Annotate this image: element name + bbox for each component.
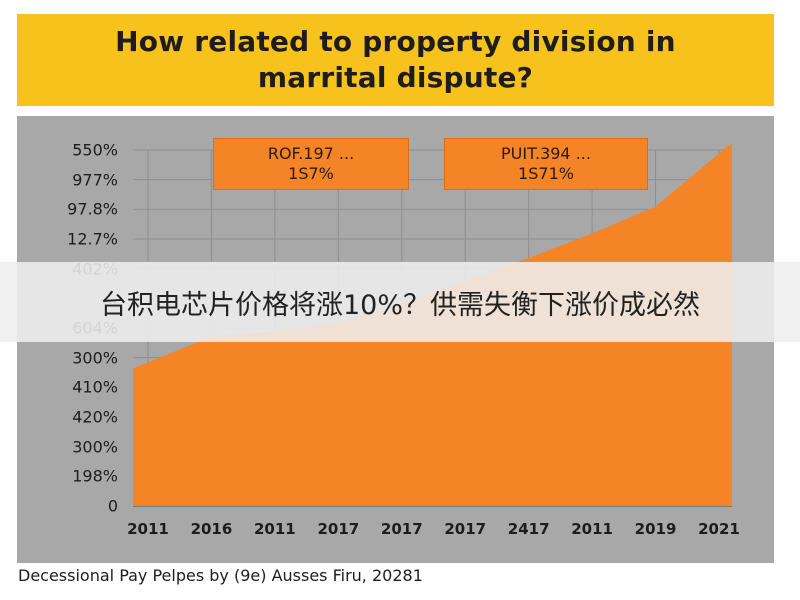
y-tick-label: 977% bbox=[72, 170, 118, 190]
y-tick-label: 300% bbox=[72, 437, 118, 457]
y-tick-label: 550% bbox=[72, 140, 118, 160]
y-tick-label: 420% bbox=[72, 407, 118, 427]
annotation-2-line-1: PUIT.394 ... bbox=[501, 144, 591, 163]
y-tick-label: 410% bbox=[72, 377, 118, 397]
annotation-1-line-1: ROF.197 ... bbox=[267, 144, 355, 163]
y-tick-label: 0 bbox=[107, 496, 118, 516]
x-tick-label: 2021 bbox=[698, 520, 740, 538]
x-tick-label: 2017 bbox=[317, 520, 360, 538]
annotation-box-2: PUIT.394 ... 1S71% bbox=[444, 138, 648, 190]
title-banner: How related to property division in marr… bbox=[17, 14, 774, 106]
annotation-1-line-2: 1S7% bbox=[288, 164, 334, 183]
y-tick-label: 198% bbox=[72, 466, 118, 486]
x-tick-label: 2011 bbox=[127, 520, 169, 538]
x-tick-label: 2017 bbox=[380, 520, 423, 538]
x-tick-label: 2417 bbox=[507, 520, 550, 538]
source-caption: Decessional Pay Pelpes by (9e) Ausses Fi… bbox=[18, 566, 423, 585]
annotation-box-1: ROF.197 ... 1S7% bbox=[213, 138, 409, 190]
x-tick-label: 2017 bbox=[444, 520, 487, 538]
overlay-headline: 台积电芯片价格将涨10%？供需失衡下涨价成必然 bbox=[0, 262, 800, 342]
x-tick-label: 2019 bbox=[634, 520, 677, 538]
x-tick-label: 2016 bbox=[190, 520, 233, 538]
x-tick-label: 2011 bbox=[254, 520, 296, 538]
y-tick-label: 300% bbox=[72, 348, 118, 368]
y-tick-label: 12.7% bbox=[67, 229, 118, 249]
y-tick-label: 97.8% bbox=[67, 199, 118, 219]
chart-title-line-1: How related to property division in bbox=[115, 25, 676, 58]
chart-title-line-2: marrital dispute? bbox=[257, 61, 534, 94]
annotation-2-line-2: 1S71% bbox=[518, 164, 574, 183]
x-tick-label: 2011 bbox=[571, 520, 613, 538]
